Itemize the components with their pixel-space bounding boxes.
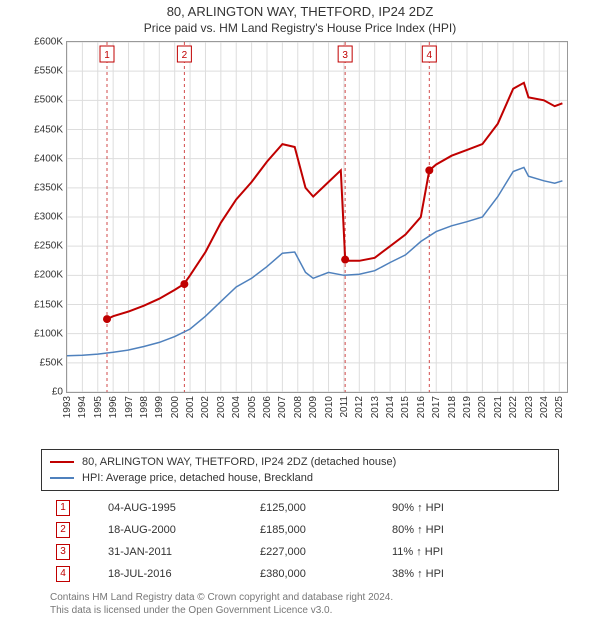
x-axis-tick-label: 2010 bbox=[324, 396, 335, 418]
x-axis-tick-label: 2014 bbox=[385, 396, 396, 418]
transaction-row: 3 31-JAN-2011£227,00011% ↑ HPI bbox=[50, 541, 550, 563]
y-axis-tick-label: £450K bbox=[34, 124, 63, 135]
y-axis-tick-label: £400K bbox=[34, 153, 63, 164]
transaction-marker: 1 bbox=[56, 500, 70, 516]
x-axis-tick-label: 2006 bbox=[262, 396, 273, 418]
footer-line-2: This data is licensed under the Open Gov… bbox=[50, 604, 550, 617]
transaction-row: 4 18-JUL-2016£380,00038% ↑ HPI bbox=[50, 563, 550, 585]
transaction-price: £227,000 bbox=[254, 541, 386, 563]
x-axis-tick-label: 1996 bbox=[108, 396, 119, 418]
x-axis-tick-label: 2012 bbox=[354, 396, 365, 418]
chart-container: 1234 £0£50K£100K£150K£200K£250K£300K£350… bbox=[20, 41, 580, 441]
x-axis-tick-label: 2016 bbox=[416, 396, 427, 418]
x-axis-tick-label: 2022 bbox=[508, 396, 519, 418]
transaction-diff: 38% ↑ HPI bbox=[386, 563, 550, 585]
y-axis-tick-label: £50K bbox=[40, 357, 63, 368]
y-axis-tick-label: £200K bbox=[34, 270, 63, 281]
transaction-diff: 90% ↑ HPI bbox=[386, 497, 550, 519]
x-axis-tick-label: 2004 bbox=[231, 396, 242, 418]
y-axis-tick-label: £600K bbox=[34, 37, 63, 48]
x-axis-tick-label: 2018 bbox=[447, 396, 458, 418]
transaction-price: £125,000 bbox=[254, 497, 386, 519]
x-axis-tick-label: 2020 bbox=[477, 396, 488, 418]
x-axis-tick-label: 2021 bbox=[493, 396, 504, 418]
footer-line-1: Contains HM Land Registry data © Crown c… bbox=[50, 591, 550, 604]
x-axis-tick-label: 2025 bbox=[554, 396, 565, 418]
transaction-date: 04-AUG-1995 bbox=[102, 497, 254, 519]
svg-text:4: 4 bbox=[427, 50, 433, 61]
chart-svg: 1 2 3 4 bbox=[67, 42, 567, 392]
chart-subtitle: Price paid vs. HM Land Registry's House … bbox=[0, 21, 600, 35]
transaction-date: 18-JUL-2016 bbox=[102, 563, 254, 585]
transaction-diff: 80% ↑ HPI bbox=[386, 519, 550, 541]
transactions-table: 1 04-AUG-1995£125,00090% ↑ HPI 2 18-AUG-200… bbox=[50, 497, 550, 585]
y-axis-tick-label: £300K bbox=[34, 212, 63, 223]
y-axis-tick-label: £100K bbox=[34, 328, 63, 339]
transaction-marker: 3 bbox=[56, 544, 70, 560]
x-axis-tick-label: 1994 bbox=[77, 396, 88, 418]
transaction-diff: 11% ↑ HPI bbox=[386, 541, 550, 563]
chart-plot-area: 1234 £0£50K£100K£150K£200K£250K£300K£350… bbox=[66, 41, 568, 393]
x-axis-tick-label: 2000 bbox=[170, 396, 181, 418]
x-axis-tick-label: 1998 bbox=[139, 396, 150, 418]
x-axis-tick-label: 1993 bbox=[62, 396, 73, 418]
legend-item: 80, ARLINGTON WAY, THETFORD, IP24 2DZ (d… bbox=[50, 454, 550, 470]
legend-swatch bbox=[50, 477, 74, 479]
x-axis-tick-label: 1997 bbox=[124, 396, 135, 418]
svg-text:2: 2 bbox=[182, 50, 188, 61]
transaction-row: 2 18-AUG-2000£185,00080% ↑ HPI bbox=[50, 519, 550, 541]
footer-attribution: Contains HM Land Registry data © Crown c… bbox=[50, 591, 550, 617]
x-axis-tick-label: 2019 bbox=[462, 396, 473, 418]
x-axis-tick-label: 2011 bbox=[339, 396, 350, 418]
x-axis-tick-label: 2005 bbox=[247, 396, 258, 418]
y-axis-tick-label: £250K bbox=[34, 241, 63, 252]
x-axis-tick-label: 2013 bbox=[370, 396, 381, 418]
chart-title-address: 80, ARLINGTON WAY, THETFORD, IP24 2DZ bbox=[0, 4, 600, 19]
legend-label: HPI: Average price, detached house, Brec… bbox=[82, 472, 313, 484]
x-axis-tick-label: 2001 bbox=[185, 396, 196, 418]
transaction-date: 31-JAN-2011 bbox=[102, 541, 254, 563]
y-axis-tick-label: £550K bbox=[34, 66, 63, 77]
svg-text:3: 3 bbox=[342, 50, 348, 61]
legend-item: HPI: Average price, detached house, Brec… bbox=[50, 470, 550, 486]
transaction-date: 18-AUG-2000 bbox=[102, 519, 254, 541]
x-axis-tick-label: 1999 bbox=[154, 396, 165, 418]
x-axis-tick-label: 2017 bbox=[431, 396, 442, 418]
transaction-price: £380,000 bbox=[254, 563, 386, 585]
x-axis-tick-label: 2024 bbox=[539, 396, 550, 418]
x-axis-tick-label: 2007 bbox=[277, 396, 288, 418]
y-axis-tick-label: £500K bbox=[34, 95, 63, 106]
x-axis-tick-label: 2003 bbox=[216, 396, 227, 418]
legend: 80, ARLINGTON WAY, THETFORD, IP24 2DZ (d… bbox=[41, 449, 559, 491]
transaction-row: 1 04-AUG-1995£125,00090% ↑ HPI bbox=[50, 497, 550, 519]
transaction-price: £185,000 bbox=[254, 519, 386, 541]
x-axis-tick-label: 1995 bbox=[93, 396, 104, 418]
legend-label: 80, ARLINGTON WAY, THETFORD, IP24 2DZ (d… bbox=[82, 456, 396, 468]
transaction-marker: 4 bbox=[56, 566, 70, 582]
y-axis-tick-label: £150K bbox=[34, 299, 63, 310]
x-axis-tick-label: 2023 bbox=[524, 396, 535, 418]
transaction-marker: 2 bbox=[56, 522, 70, 538]
x-axis-tick-label: 2002 bbox=[200, 396, 211, 418]
legend-swatch bbox=[50, 461, 74, 463]
svg-text:1: 1 bbox=[104, 50, 110, 61]
x-axis-tick-label: 2009 bbox=[308, 396, 319, 418]
x-axis-tick-label: 2008 bbox=[293, 396, 304, 418]
x-axis-tick-label: 2015 bbox=[400, 396, 411, 418]
y-axis-tick-label: £350K bbox=[34, 182, 63, 193]
